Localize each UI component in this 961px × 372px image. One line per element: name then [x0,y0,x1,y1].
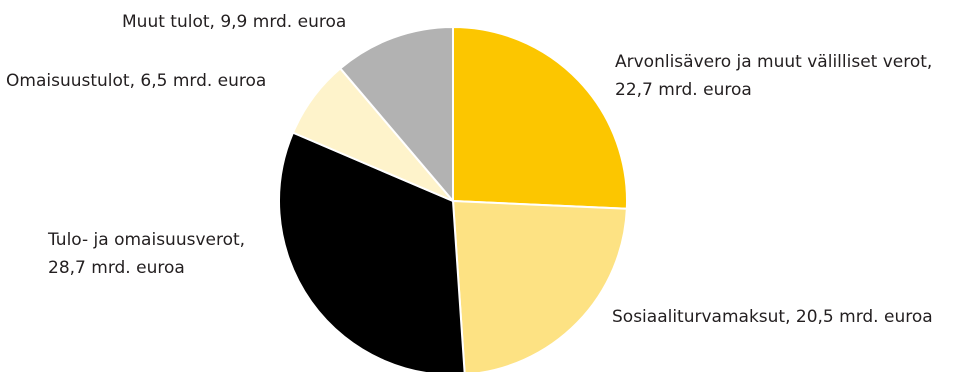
slice-sosiaaliturvamaksut [451,199,628,372]
label-tulo-ja-omaisuusverot: Tulo- ja omaisuusverot, 28,7 mrd. euroa [47,230,250,278]
slice-muut-tulot [338,25,454,204]
label-sosiaaliturvamaksut: Sosiaaliturvamaksut, 20,5 mrd. euroa [612,307,933,327]
pie-labels: Arvonlisävero ja muut välilliset verot, … [6,12,938,327]
pie-slices [278,25,628,372]
label-arvonlisavero: Arvonlisävero ja muut välilliset verot, … [615,52,938,100]
label-omaisuustulot: Omaisuustulot, 6,5 mrd. euroa [6,71,266,91]
label-muut-tulot: Muut tulot, 9,9 mrd. euroa [122,12,346,32]
slice-arvonlisavero [452,25,628,210]
